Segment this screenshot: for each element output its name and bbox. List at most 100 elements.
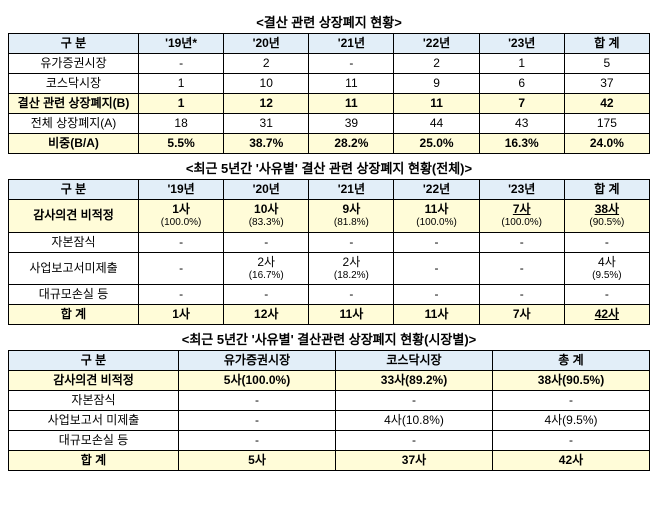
cell: 1 [479,54,564,74]
col-header: 총 계 [493,351,650,371]
cell: 11 [309,74,394,94]
cell: 7사(100.0%) [479,200,564,233]
cell-sub: (18.2%) [312,270,390,283]
table-row: 감사의견 비적정5사(100.0%)33사(89.2%)38사(90.5%) [9,371,650,391]
cell-main: - [568,235,646,250]
cell: - [309,285,394,305]
table2-title: <최근 5년간 '사유별' 결산 관련 상장폐지 현황(전체)> [8,158,650,177]
cell: 2 [394,54,479,74]
col-header: 합 계 [564,34,649,54]
cell-main: 4사 [568,255,646,270]
cell: - [139,232,224,252]
table3-title: <최근 5년간 '사유별' 결산관련 상장폐지 현황(시장별)> [8,329,650,348]
cell: - [479,232,564,252]
table-row: 대규모손실 등------ [9,285,650,305]
row-label: 결산 관련 상장폐지(B) [9,94,139,114]
cell: 16.3% [479,134,564,154]
row-label: 대규모손실 등 [9,431,179,451]
col-header: '23년 [479,180,564,200]
cell: 25.0% [394,134,479,154]
cell: 37사 [336,451,493,471]
col-header: 구 분 [9,180,139,200]
cell-main: - [142,287,220,302]
cell: - [179,391,336,411]
cell: 11사(100.0%) [394,200,479,233]
cell: 10사(83.3%) [224,200,309,233]
cell: 31 [224,114,309,134]
cell-main: 38사 [568,202,646,217]
cell: 1사 [139,305,224,325]
cell: - [394,285,479,305]
cell: 4사(9.5%) [564,252,649,285]
row-label: 합 계 [9,451,179,471]
cell: 5.5% [139,134,224,154]
col-header: '21년 [309,34,394,54]
cell: 175 [564,114,649,134]
cell: 12사 [224,305,309,325]
cell: - [139,252,224,285]
cell-main: - [227,235,305,250]
table-row: 결산 관련 상장폐지(B)1121111742 [9,94,650,114]
cell: - [493,431,650,451]
col-header: 구 분 [9,34,139,54]
cell: 28.2% [309,134,394,154]
cell: - [139,54,224,74]
cell-main: 2사 [227,255,305,270]
cell: 2사(18.2%) [309,252,394,285]
cell: 1사(100.0%) [139,200,224,233]
row-label: 자본잠식 [9,232,139,252]
row-label: 합 계 [9,305,139,325]
cell: 44 [394,114,479,134]
cell-main: - [483,287,561,302]
cell: - [336,431,493,451]
col-header: 합 계 [564,180,649,200]
cell: 4사(9.5%) [493,411,650,431]
cell-sub: (81.8%) [312,217,390,230]
table3: 구 분유가증권시장코스닥시장총 계 감사의견 비적정5사(100.0%)33사(… [8,350,650,471]
table-row: 합 계1사12사11사11사7사42사 [9,305,650,325]
cell: 38.7% [224,134,309,154]
table-row: 합 계5사37사42사 [9,451,650,471]
table-row: 사업보고서미제출-2사(16.7%)2사(18.2%)--4사(9.5%) [9,252,650,285]
row-label: 사업보고서미제출 [9,252,139,285]
cell: - [224,232,309,252]
cell: 42사 [564,305,649,325]
cell: 11 [309,94,394,114]
cell: 9 [394,74,479,94]
cell: 39 [309,114,394,134]
cell: 11 [394,94,479,114]
row-label: 대규모손실 등 [9,285,139,305]
cell: 10 [224,74,309,94]
cell-sub: (100.0%) [397,217,475,230]
cell: - [394,252,479,285]
cell-main: 11사 [397,202,475,217]
cell: 6 [479,74,564,94]
cell-main: - [568,287,646,302]
table3-header-row: 구 분유가증권시장코스닥시장총 계 [9,351,650,371]
cell-main: 12사 [227,307,305,322]
cell: - [139,285,224,305]
cell-main: 2사 [312,255,390,270]
cell-main: 9사 [312,202,390,217]
row-label: 유가증권시장 [9,54,139,74]
cell-main: - [227,287,305,302]
cell-main: 1사 [142,202,220,217]
cell-main: 42사 [568,307,646,322]
cell-main: 1사 [142,307,220,322]
table-row: 코스닥시장110119637 [9,74,650,94]
row-label: 전체 상장폐지(A) [9,114,139,134]
col-header: '23년 [479,34,564,54]
cell: - [179,411,336,431]
cell: 18 [139,114,224,134]
cell-main: - [142,235,220,250]
cell: - [479,285,564,305]
cell: 5 [564,54,649,74]
cell: 24.0% [564,134,649,154]
table-row: 자본잠식------ [9,232,650,252]
cell-main: - [397,287,475,302]
table2: 구 분'19년'20년'21년'22년'23년합 계 감사의견 비적정1사(10… [8,179,650,325]
table-row: 자본잠식--- [9,391,650,411]
cell-sub: (100.0%) [483,217,561,230]
table1-header-row: 구 분'19년*'20년'21년'22년'23년합 계 [9,34,650,54]
cell-main: - [312,287,390,302]
